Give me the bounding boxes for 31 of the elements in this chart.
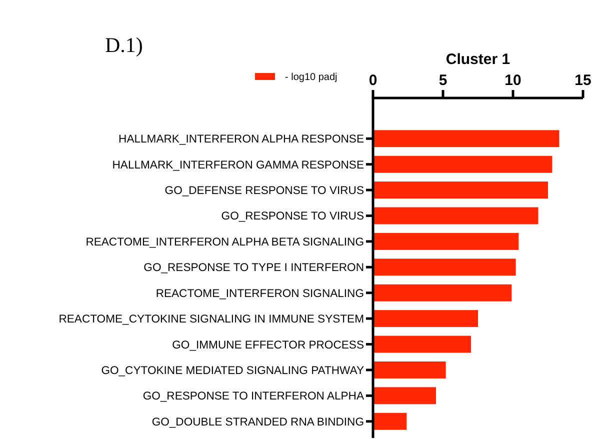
bar bbox=[373, 387, 436, 404]
y-tick-label: GO_RESPONSE TO TYPE I INTERFERON bbox=[144, 262, 364, 274]
bar bbox=[373, 284, 512, 302]
bar bbox=[373, 207, 538, 224]
x-tick-label: 5 bbox=[438, 72, 448, 89]
y-tick-label: REACTOME_INTERFERON SIGNALING bbox=[156, 288, 364, 300]
y-tick-label: GO_DOUBLE STRANDED RNA BINDING bbox=[152, 416, 364, 428]
y-tick-label: GO_IMMUNE EFFECTOR PROCESS bbox=[172, 339, 364, 352]
y-tick-label: GO_RESPONSE TO VIRUS bbox=[221, 210, 364, 223]
y-tick-label: GO_CYTOKINE MEDIATED SIGNALING PATHWAY bbox=[101, 364, 364, 377]
bar bbox=[373, 310, 478, 328]
bar bbox=[373, 232, 519, 250]
y-tick-label: REACTOME_CYTOKINE SIGNALING IN IMMUNE SYSTEM bbox=[58, 314, 364, 326]
chart-title: Cluster 1 bbox=[446, 51, 510, 68]
legend-label: - log10 padj bbox=[285, 72, 338, 83]
bar bbox=[373, 412, 407, 430]
y-tick-label: HALLMARK_INTERFERON ALPHA RESPONSE bbox=[118, 134, 364, 146]
bar bbox=[373, 182, 548, 199]
x-tick-label: 15 bbox=[574, 72, 592, 89]
x-tick-label: 0 bbox=[368, 72, 378, 89]
bar bbox=[373, 361, 446, 378]
y-tick-label: REACTOME_INTERFERON ALPHA BETA SIGNALING bbox=[86, 236, 364, 248]
y-tick-label: GO_RESPONSE TO INTERFERON ALPHA bbox=[142, 390, 364, 403]
text: D.1) bbox=[105, 33, 143, 57]
bar bbox=[373, 258, 516, 276]
bar bbox=[373, 156, 552, 173]
y-tick-label: GO_DEFENSE RESPONSE TO VIRUS bbox=[164, 185, 364, 198]
bar bbox=[373, 336, 471, 353]
x-tick-label: 10 bbox=[504, 72, 522, 89]
y-tick-label: HALLMARK_INTERFERON GAMMA RESPONSE bbox=[112, 159, 364, 172]
bar bbox=[373, 130, 560, 148]
